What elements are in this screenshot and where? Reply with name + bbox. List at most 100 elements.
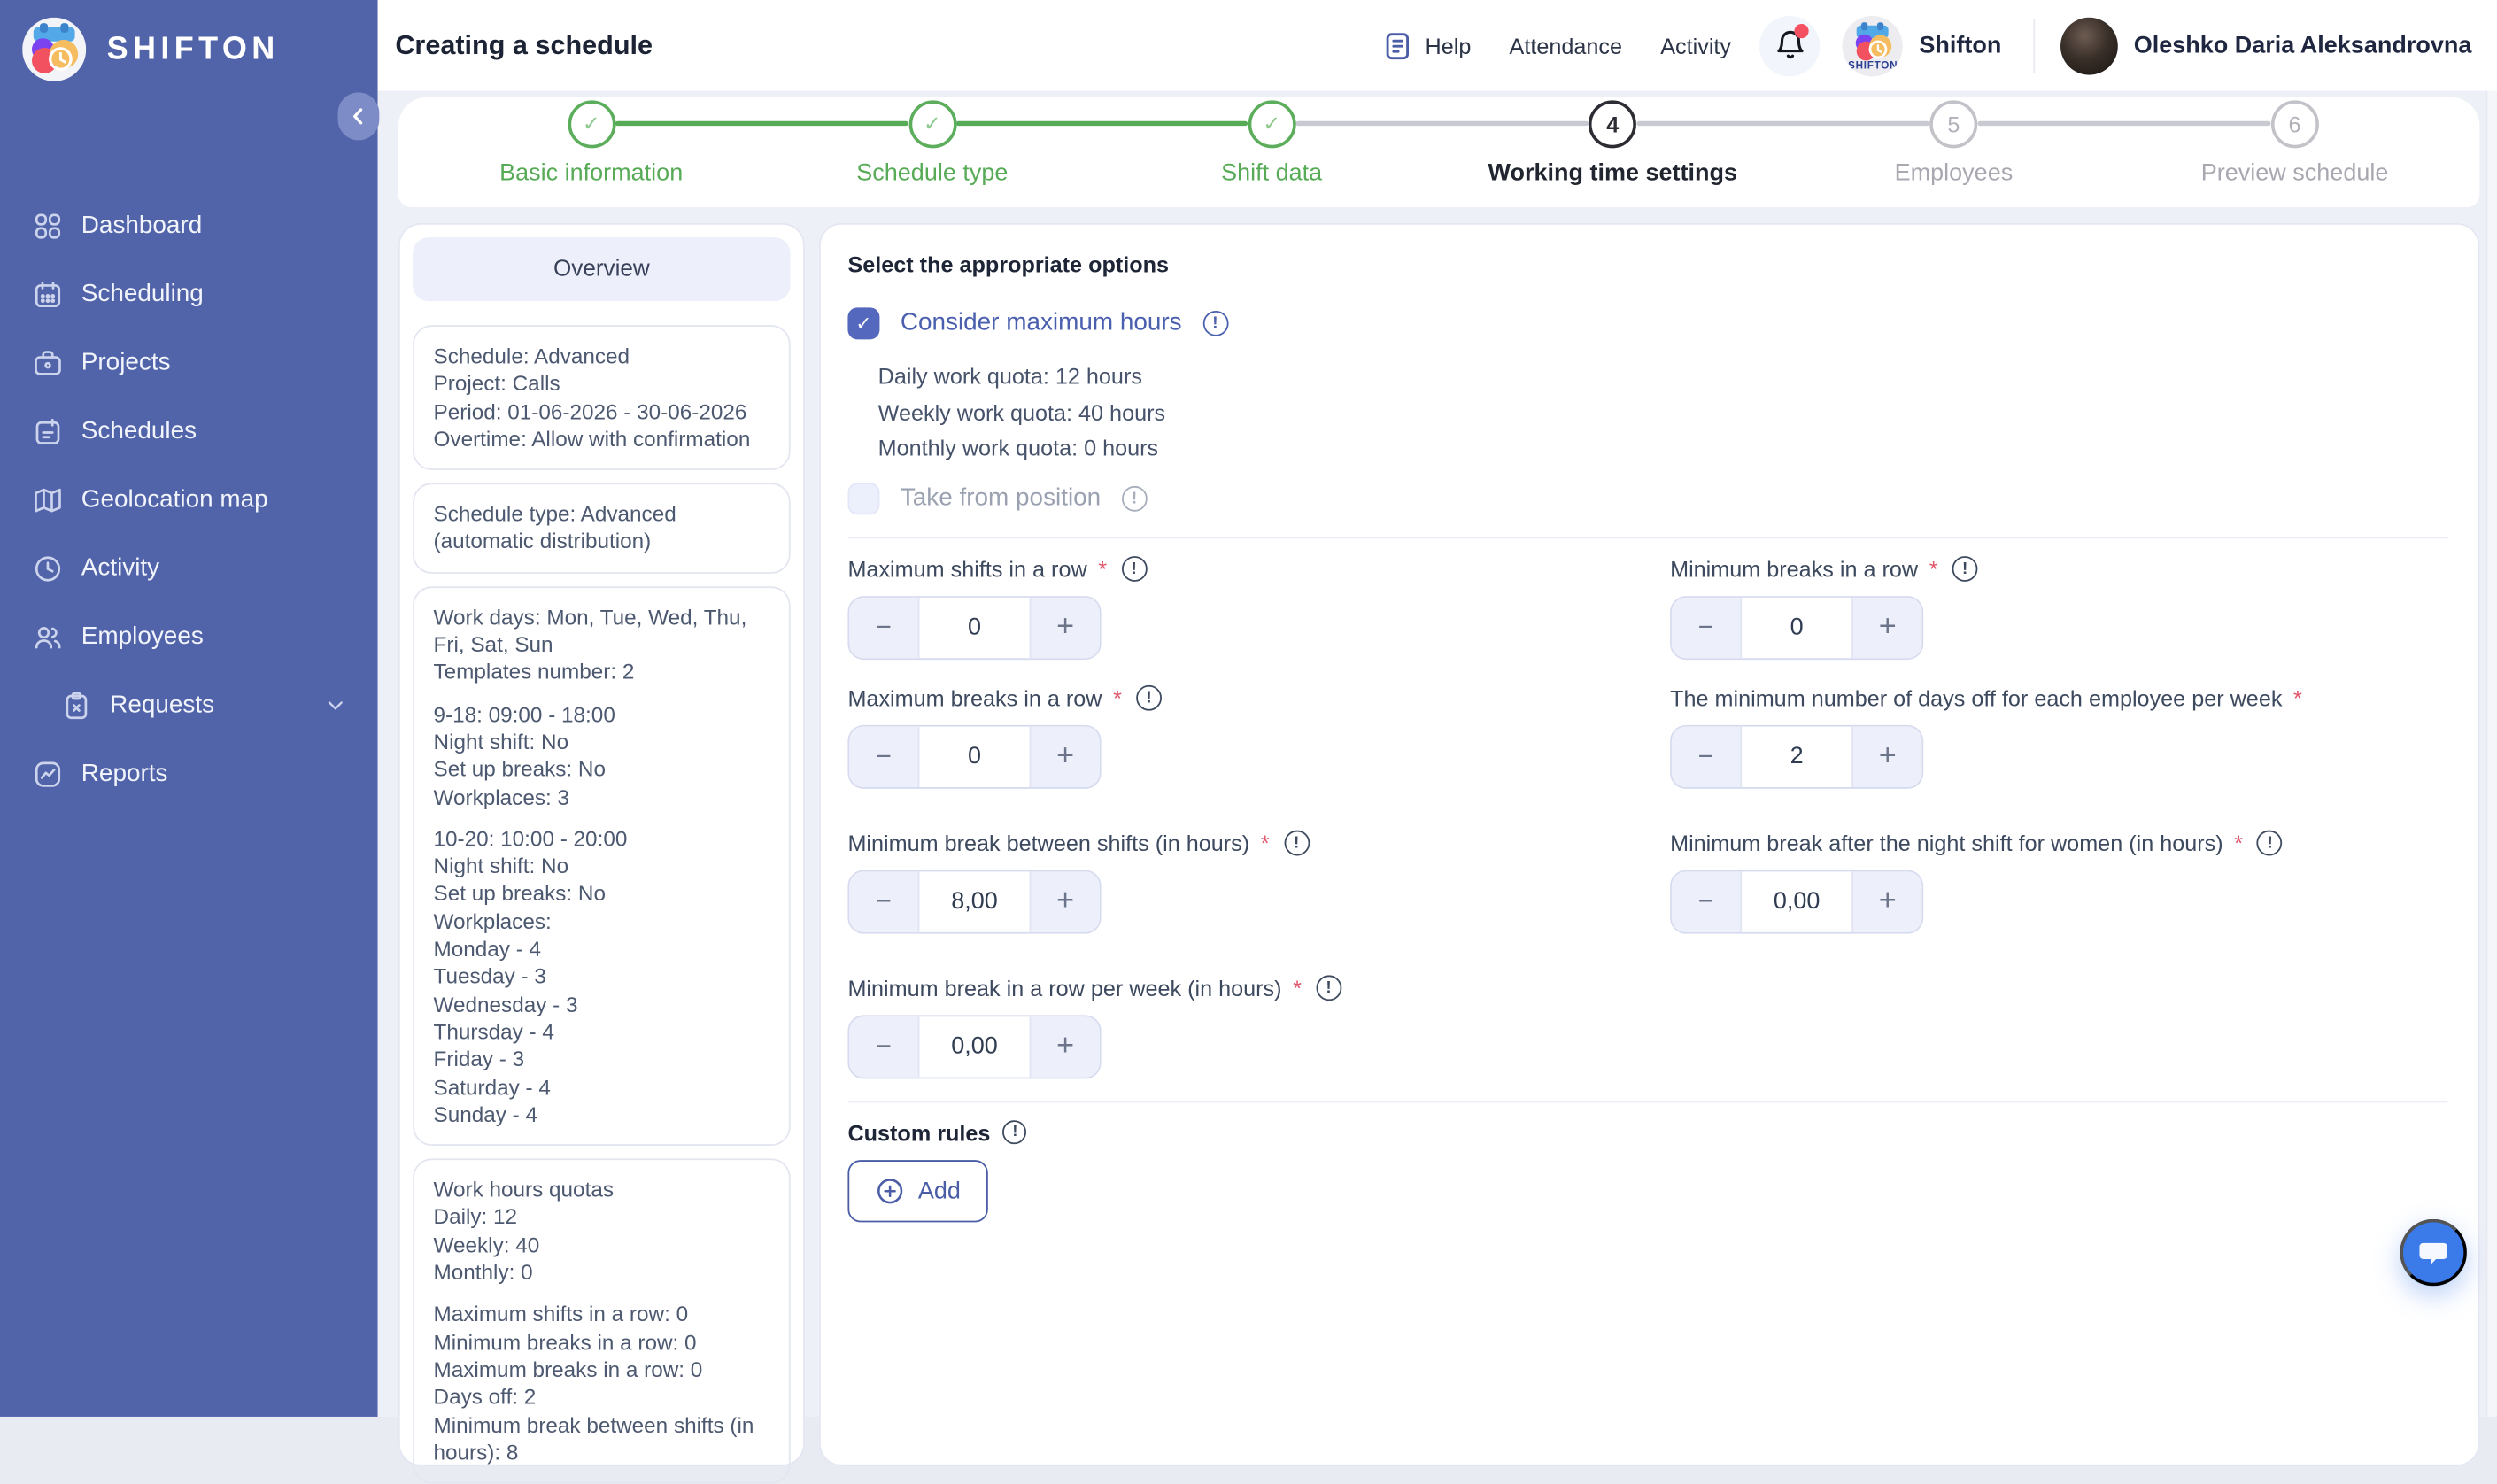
- step-employees[interactable]: 5 Employees: [1895, 100, 2013, 187]
- help-doc-icon: [1382, 29, 1414, 61]
- info-icon[interactable]: [1121, 555, 1148, 581]
- stepper-value[interactable]: 0: [968, 742, 982, 770]
- calendar-icon: [32, 278, 64, 310]
- increment-button[interactable]: [1851, 725, 1922, 787]
- vertical-scrollbar[interactable]: [2485, 90, 2497, 1417]
- increment-button[interactable]: [1851, 596, 1922, 658]
- activity-link[interactable]: Activity: [1660, 32, 1732, 58]
- stepper-value[interactable]: 0: [1790, 613, 1804, 641]
- user-avatar[interactable]: [2060, 16, 2118, 74]
- sidebar-item-activity[interactable]: Activity: [0, 534, 378, 602]
- decrement-button[interactable]: [849, 596, 920, 658]
- bell-icon: [1774, 28, 1807, 62]
- info-icon[interactable]: [1121, 485, 1148, 511]
- company-logo[interactable]: SHIFTON: [1843, 15, 1904, 76]
- number-stepper: 0,00: [1670, 869, 1924, 933]
- schedule-stepper: Basic information Schedule type Shift da…: [398, 97, 2480, 207]
- company-logo-text: SHIFTON: [1848, 59, 1898, 72]
- shifton-logo-icon: [22, 17, 87, 81]
- info-icon[interactable]: [1283, 829, 1310, 855]
- sidebar-item-employees[interactable]: Employees: [0, 602, 378, 670]
- info-icon[interactable]: [2257, 829, 2284, 855]
- section-divider: [847, 1100, 2448, 1102]
- increment-button[interactable]: [1029, 725, 1100, 787]
- field-minimum-break-between-shifts: Minimum break between shifts (in hours) *…: [847, 829, 1670, 933]
- sidebar-collapse-button[interactable]: [337, 92, 380, 141]
- increment-button[interactable]: [1029, 596, 1100, 658]
- add-button-label: Add: [917, 1177, 961, 1204]
- step-basic-information[interactable]: Basic information: [499, 100, 683, 187]
- take-from-position-row: Take from position: [847, 482, 2450, 514]
- field-maximum-shifts-in-a-row: Maximum shifts in a row* 0: [847, 555, 1670, 660]
- sidebar-item-reports[interactable]: Reports: [0, 739, 378, 808]
- top-bar: Creating a schedule Help Attendance Acti…: [377, 0, 2497, 91]
- step-connector: [615, 120, 908, 127]
- overview-tab[interactable]: Overview: [413, 237, 791, 302]
- sidebar-item-label: Projects: [81, 348, 171, 375]
- clipboard-x-icon: [60, 689, 92, 721]
- overview-card-shifts: Work days: Mon, Tue, Wed, Thu, Fri, Sat,…: [413, 585, 791, 1147]
- info-icon[interactable]: [1136, 684, 1162, 710]
- add-custom-rule-button[interactable]: Add: [847, 1159, 988, 1222]
- stepper-value[interactable]: 8,00: [951, 887, 998, 916]
- step-shift-data[interactable]: Shift data: [1221, 100, 1322, 187]
- step-connector: [1295, 120, 1589, 127]
- sidebar-item-label: Requests: [110, 691, 215, 718]
- company-name[interactable]: Shifton: [1919, 31, 2002, 59]
- step-number: 4: [1589, 100, 1637, 149]
- info-icon[interactable]: [1002, 1120, 1027, 1145]
- stepper-value[interactable]: 0,00: [1773, 887, 1821, 916]
- sidebar-item-dashboard[interactable]: Dashboard: [0, 191, 378, 259]
- field-minimum-days-off-per-week: The minimum number of days off for each …: [1670, 684, 2451, 788]
- page-title: Creating a schedule: [395, 29, 653, 60]
- help-label: Help: [1425, 32, 1472, 58]
- attendance-link[interactable]: Attendance: [1509, 32, 1623, 58]
- sidebar-item-geolocation-map[interactable]: Geolocation map: [0, 466, 378, 534]
- step-schedule-type[interactable]: Schedule type: [856, 100, 1008, 187]
- info-icon[interactable]: [1202, 310, 1228, 336]
- decrement-button[interactable]: [1671, 596, 1743, 658]
- overview-panel: Overview Schedule: Advanced Project: Cal…: [398, 222, 805, 1484]
- section-divider: [847, 536, 2448, 538]
- consider-maximum-hours-label: Consider maximum hours: [900, 309, 1182, 336]
- sidebar-item-requests[interactable]: Requests: [0, 671, 378, 739]
- sidebar-item-schedules[interactable]: Schedules: [0, 397, 378, 465]
- increment-button[interactable]: [1851, 870, 1922, 931]
- step-preview-schedule[interactable]: 6 Preview schedule: [2201, 100, 2388, 187]
- increment-button[interactable]: [1029, 1016, 1100, 1077]
- sidebar-item-scheduling[interactable]: Scheduling: [0, 259, 378, 328]
- number-stepper: 0: [847, 595, 1102, 660]
- take-from-position-checkbox[interactable]: [847, 482, 880, 514]
- user-name[interactable]: Oleshko Daria Aleksandrovna: [2133, 31, 2472, 59]
- number-stepper: 0: [1670, 595, 1924, 660]
- chat-bubble-icon: [2416, 1235, 2451, 1271]
- overview-card-basic: Schedule: Advanced Project: Calls Period…: [413, 325, 791, 471]
- notification-badge: [1795, 23, 1810, 38]
- overview-card-schedule-type: Schedule type: Advanced (automatic distr…: [413, 483, 791, 574]
- users-icon: [32, 621, 64, 653]
- decrement-button[interactable]: [1671, 725, 1743, 787]
- limits-grid: Maximum shifts in a row* 0 Minimum break…: [847, 555, 2450, 1078]
- daily-quota-text: Daily work quota: 12 hours: [877, 363, 1142, 390]
- chat-widget-button[interactable]: [2400, 1218, 2467, 1287]
- brand-row: SHIFTON: [0, 0, 378, 81]
- stepper-value[interactable]: 2: [1790, 742, 1804, 770]
- notifications-button[interactable]: [1759, 15, 1821, 76]
- decrement-button[interactable]: [849, 725, 920, 787]
- decrement-button[interactable]: [849, 1016, 920, 1077]
- info-icon[interactable]: [1316, 974, 1341, 1001]
- chevron-down-icon: [325, 695, 345, 715]
- help-link[interactable]: Help: [1382, 29, 1471, 61]
- stepper-value[interactable]: 0,00: [951, 1032, 998, 1060]
- step-check-icon: [567, 100, 615, 149]
- sidebar-item-projects[interactable]: Projects: [0, 328, 378, 397]
- stepper-value[interactable]: 0: [968, 613, 982, 641]
- decrement-button[interactable]: [849, 870, 920, 931]
- increment-button[interactable]: [1029, 870, 1100, 931]
- consider-maximum-hours-checkbox[interactable]: [847, 307, 880, 340]
- step-connector: [1636, 120, 1930, 127]
- sidebar-item-label: Schedules: [81, 416, 197, 444]
- step-working-time-settings[interactable]: 4 Working time settings: [1488, 100, 1737, 187]
- info-icon[interactable]: [1952, 555, 1978, 581]
- decrement-button[interactable]: [1671, 870, 1743, 931]
